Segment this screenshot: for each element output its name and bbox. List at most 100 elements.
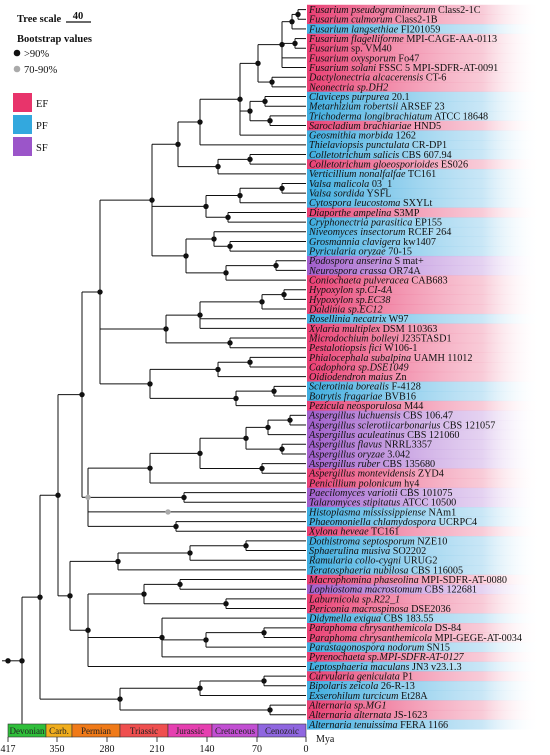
taxon-name: Cryphonectria parasitica — [309, 218, 412, 229]
taxon-label: Claviceps purpurea 20.1 — [309, 92, 410, 103]
taxon-label: Leptosphaeria maculans JN3 v23.1.3 — [308, 662, 462, 673]
taxon-highlight — [307, 168, 541, 179]
bootstrap-dot — [163, 326, 169, 332]
taxon-highlight — [307, 536, 541, 547]
taxon-name: Alternaria alternata — [308, 710, 391, 721]
taxon-highlight — [307, 53, 541, 64]
legend-label-sf: SF — [36, 143, 48, 154]
taxon-strain: DSE2036 — [409, 604, 451, 615]
taxon-highlight — [307, 391, 541, 402]
taxon-highlight — [307, 24, 541, 35]
taxon-highlight — [307, 516, 541, 527]
bootstrap-dot — [243, 543, 249, 549]
taxon-label: Metarhizium robertsii ARSEF 23 — [308, 102, 445, 113]
taxon-name: Trichoderma longibrachiatum — [309, 111, 432, 122]
taxon-label: Thielaviopsis punctulata CR-DP1 — [309, 140, 447, 151]
taxon-strain: UCRPC4 — [436, 517, 477, 528]
taxon-highlight — [307, 313, 541, 324]
taxon-highlight — [307, 333, 541, 344]
taxon-label: Grosmannia clavigera kw1407 — [309, 237, 436, 248]
taxon-name: Claviceps purpurea — [309, 92, 389, 103]
taxon-label: Pyrenochaeta sp.MPI-SDFR-AT-0127 — [308, 652, 465, 663]
period-label: Cretaceous — [215, 726, 255, 736]
taxon-highlight — [307, 188, 541, 199]
taxon-name: Geosmithia morbida — [309, 131, 393, 142]
taxon-highlight — [307, 661, 541, 672]
taxon-name: Cadophora sp.DSE1049 — [309, 362, 409, 373]
taxon-label: Diaporthe ampelina S3MP — [308, 208, 420, 219]
taxon-name: Microdochium bolleyi — [308, 333, 399, 344]
taxon-name: Fusarium culmorum — [308, 15, 392, 26]
period-label: Permian — [81, 726, 111, 736]
taxon-strain: CBS 106.47 — [401, 411, 453, 422]
taxon-name: Coniochaeta pulveracea — [309, 275, 409, 286]
taxon-highlight — [307, 265, 541, 276]
bootstrap-dot — [265, 424, 271, 431]
taxon-strain: RCEF 264 — [405, 227, 451, 238]
taxon-strain: 3.042 — [385, 449, 410, 460]
axis-tick-label: 140 — [200, 744, 215, 755]
taxon-highlight — [307, 680, 541, 691]
taxon-name: Pestalotiopsis fici — [308, 343, 382, 354]
bootstrap-dot — [117, 696, 123, 702]
taxon-strain: S mat+ — [392, 256, 424, 267]
bootstrap-dot — [79, 391, 85, 398]
taxon-strain: S3MP — [391, 208, 419, 219]
bootstrap-dot — [267, 707, 273, 713]
taxon-highlight — [307, 594, 541, 604]
taxon-highlight — [307, 101, 541, 112]
taxon-label: Ramularia collo-cygni URUG2 — [308, 556, 437, 567]
taxon-strain: EP155 — [412, 218, 442, 229]
taxon-highlight — [307, 33, 541, 44]
taxon-label: Pezicula neosporulosa M44 — [308, 401, 423, 412]
taxon-label: Fusarium pseudograminearum Class2-1C — [308, 5, 481, 16]
taxon-label: Fusarium culmorum Class2-1B — [308, 15, 438, 26]
bootstrap-mid-label: 70-90% — [24, 65, 57, 76]
taxon-highlight — [307, 709, 541, 720]
taxon-label: Aspergillus flavus NRRL3357 — [308, 440, 432, 451]
taxon-name: Leptosphaeria maculans — [308, 662, 409, 673]
taxon-strain: NRRL3357 — [382, 440, 432, 451]
taxon-label: Podospora anserina S mat+ — [308, 256, 424, 267]
taxon-name: Neonectria sp.DH2 — [308, 82, 388, 93]
taxon-strain: DSM 110363 — [380, 324, 437, 335]
bootstrap-dot — [215, 163, 221, 170]
taxon-label: Alternaria sp.MG1 — [308, 701, 387, 712]
taxon-highlight — [307, 255, 541, 266]
bootstrap-dot — [292, 40, 298, 47]
taxon-highlight — [307, 275, 541, 286]
bootstrap-dot — [269, 79, 275, 85]
taxon-highlight — [307, 497, 541, 508]
taxon-name: Lophiostoma macrostomum — [308, 585, 422, 596]
taxon-label: Didymella exigua CBS 183.55 — [308, 614, 434, 625]
taxon-label: Valsa malicola 03_1 — [309, 179, 392, 190]
taxon-highlight — [307, 545, 541, 556]
taxon-highlight — [307, 690, 541, 701]
taxon-name: Daldinia sp.EC12 — [308, 304, 383, 315]
taxon-highlight — [307, 120, 541, 131]
taxon-name: Sarocladium brachiariae — [309, 121, 412, 132]
taxon-strain: URUG2 — [401, 556, 438, 567]
taxon-label: Macrophomina phaseolina MPI-SDFR-AT-0080 — [308, 575, 507, 586]
taxon-highlight — [307, 555, 541, 566]
bootstrap-dot — [67, 593, 73, 599]
taxon-highlight — [307, 651, 541, 662]
taxon-label: Aspergillus aculeatinus CBS 121060 — [308, 430, 459, 441]
tree-scale-value: 40 — [73, 11, 84, 22]
taxon-name: Laburnicola sp.R22_1 — [308, 594, 400, 605]
taxon-highlight — [307, 700, 541, 711]
bootstrap-dot — [55, 492, 61, 498]
taxon-label: Phialocephala subalpina UAMH 11012 — [308, 353, 472, 364]
taxon-highlight — [307, 507, 541, 518]
taxon-label: Oidiodendron maius Zn — [309, 372, 407, 383]
taxon-strain: Et28A — [399, 691, 429, 702]
taxon-highlight — [307, 91, 541, 102]
bootstrap-dot — [173, 523, 179, 530]
taxon-highlight — [307, 719, 541, 730]
bootstrap-dot — [237, 192, 243, 199]
taxon-highlight — [307, 246, 541, 257]
taxon-name: Grosmannia clavigera — [309, 237, 401, 248]
taxon-name: Fusarium — [308, 44, 349, 55]
bootstrap-dot — [165, 509, 171, 515]
taxon-label: Valsa sordida YSFL — [309, 189, 391, 200]
